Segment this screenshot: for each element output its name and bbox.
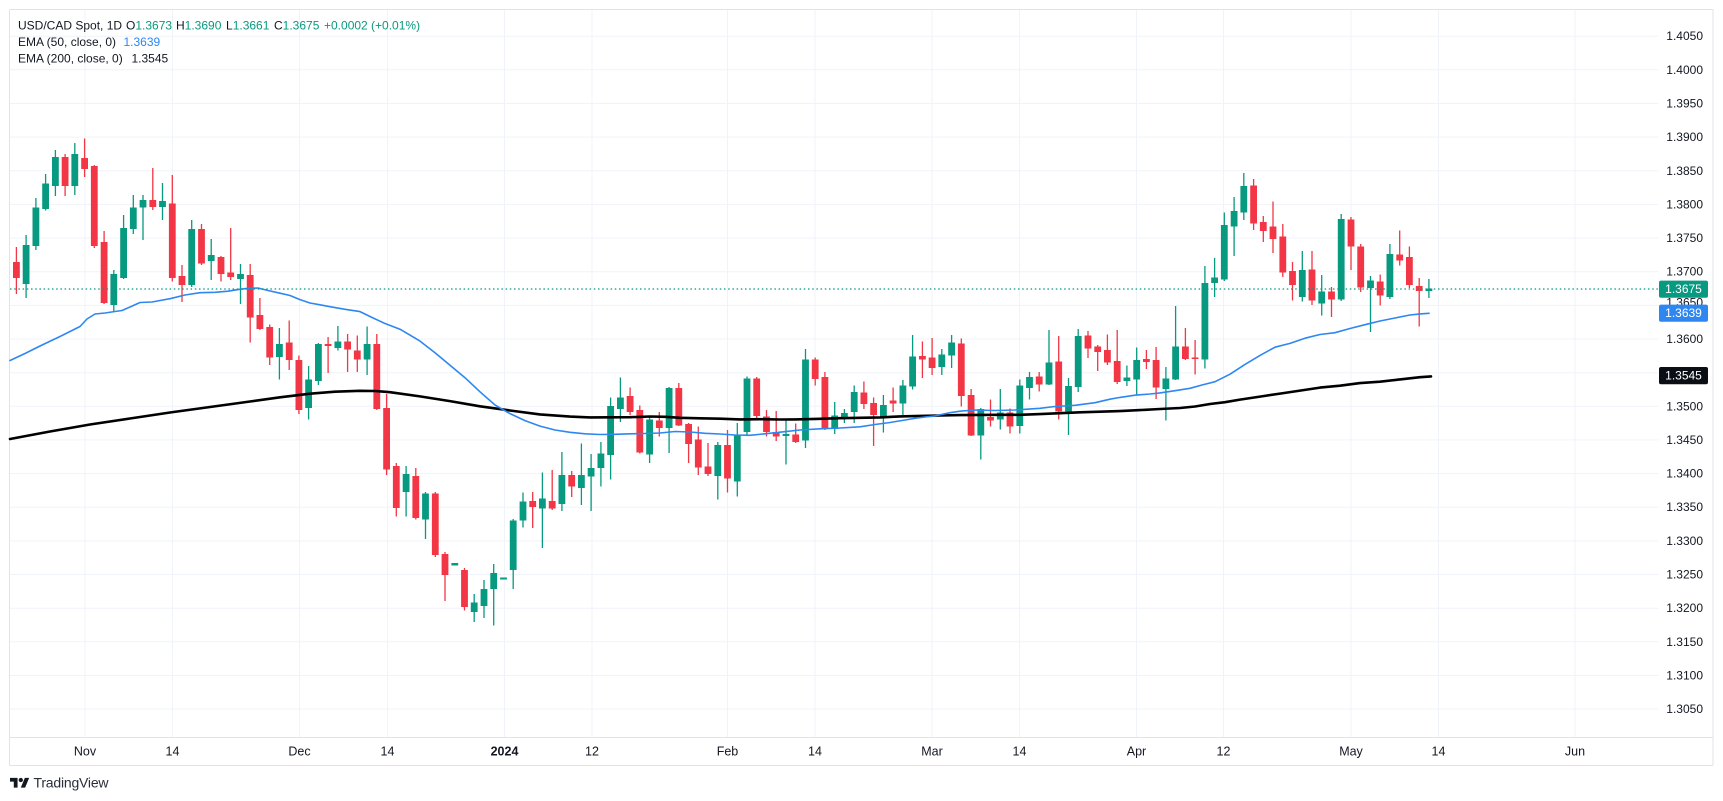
svg-text:1.3350: 1.3350 (1666, 500, 1703, 514)
svg-text:1.3850: 1.3850 (1666, 164, 1703, 178)
svg-text:1.3800: 1.3800 (1666, 197, 1703, 211)
svg-text:1.3700: 1.3700 (1666, 265, 1703, 279)
svg-text:14: 14 (1013, 745, 1027, 759)
svg-text:1.3100: 1.3100 (1666, 669, 1703, 683)
svg-text:1.4050: 1.4050 (1666, 29, 1703, 43)
svg-text:1.3050: 1.3050 (1666, 702, 1703, 716)
svg-text:14: 14 (166, 745, 180, 759)
svg-text:1.3450: 1.3450 (1666, 433, 1703, 447)
svg-text:EMA (200, close, 0): EMA (200, close, 0) (18, 52, 123, 66)
svg-text:1.3400: 1.3400 (1666, 467, 1703, 481)
svg-text:Apr: Apr (1127, 745, 1146, 759)
svg-text:1.3600: 1.3600 (1666, 332, 1703, 346)
svg-text:L1.3661: L1.3661 (226, 19, 270, 33)
svg-text:12: 12 (585, 745, 599, 759)
svg-text:14: 14 (808, 745, 822, 759)
svg-text:1.3500: 1.3500 (1666, 399, 1703, 413)
svg-text:12: 12 (1217, 745, 1231, 759)
svg-text:H1.3690: H1.3690 (176, 19, 222, 33)
svg-text:2024: 2024 (491, 745, 519, 759)
svg-text:1.3675: 1.3675 (1665, 282, 1702, 296)
svg-text:May: May (1339, 745, 1363, 759)
svg-text:1.3545: 1.3545 (1665, 369, 1702, 383)
svg-text:1.3545: 1.3545 (132, 52, 169, 66)
svg-text:Dec: Dec (288, 745, 310, 759)
svg-text:Nov: Nov (74, 745, 97, 759)
svg-text:TradingView: TradingView (34, 775, 110, 791)
svg-text:1.3150: 1.3150 (1666, 635, 1703, 649)
svg-text:1.4000: 1.4000 (1666, 63, 1703, 77)
svg-text:1.3639: 1.3639 (1665, 306, 1702, 320)
svg-text:1.3639: 1.3639 (124, 35, 161, 49)
svg-text:Mar: Mar (921, 745, 943, 759)
svg-text:O1.3673: O1.3673 (126, 19, 172, 33)
svg-text:1.3950: 1.3950 (1666, 97, 1703, 111)
svg-text:USD/CAD Spot, 1D: USD/CAD Spot, 1D (18, 19, 122, 33)
svg-text:EMA (50, close, 0): EMA (50, close, 0) (18, 35, 116, 49)
svg-text:1.3300: 1.3300 (1666, 534, 1703, 548)
svg-text:14: 14 (381, 745, 395, 759)
svg-text:C1.3675: C1.3675 (274, 19, 320, 33)
svg-text:1.3750: 1.3750 (1666, 231, 1703, 245)
svg-text:1.3900: 1.3900 (1666, 130, 1703, 144)
svg-text:+0.0002 (+0.01%): +0.0002 (+0.01%) (324, 19, 420, 33)
svg-text:Feb: Feb (717, 745, 739, 759)
svg-text:1.3250: 1.3250 (1666, 568, 1703, 582)
svg-text:Jun: Jun (1565, 745, 1585, 759)
svg-text:14: 14 (1432, 745, 1446, 759)
svg-text:1.3200: 1.3200 (1666, 601, 1703, 615)
